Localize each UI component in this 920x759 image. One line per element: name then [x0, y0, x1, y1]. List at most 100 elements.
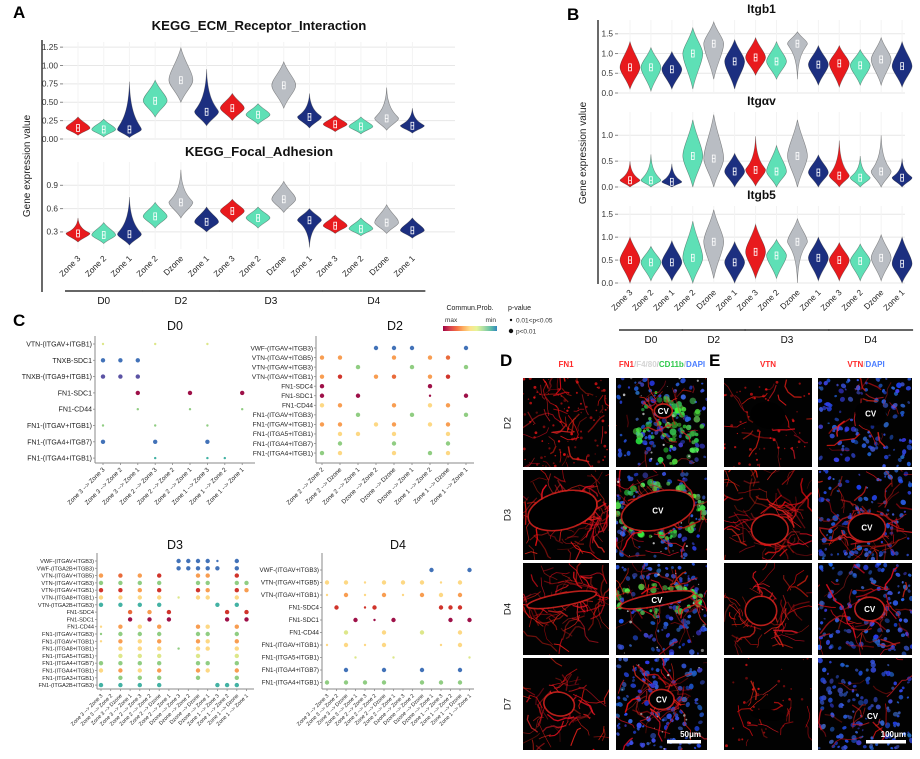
- violin: [640, 245, 662, 282]
- y-tick-label: 0.75: [42, 79, 59, 89]
- y-tick-label: 0.0: [601, 278, 613, 288]
- panel-e-header-1: VTN/DAPI: [847, 360, 884, 369]
- interaction-row-label: VTN-(ITGA2B+ITGB3): [38, 603, 94, 609]
- commun-prob-dot: [373, 374, 379, 379]
- commun-prob-dot: [195, 558, 201, 564]
- commun-prob-dot: [195, 631, 201, 637]
- subplot-title: Itgb5: [747, 188, 776, 202]
- commun-prob-dot: [118, 374, 123, 379]
- commun-prob-gradient-bar: [443, 326, 497, 331]
- panel-e-micrograph: [724, 470, 812, 560]
- commun-prob-dot: [216, 559, 219, 563]
- violin: [91, 222, 117, 244]
- zone-tick-label: Zone 3: [211, 253, 237, 279]
- commun-prob-dot: [135, 358, 140, 363]
- commun-prob-dot: [157, 580, 162, 586]
- commun-prob-dot: [401, 593, 405, 597]
- zone-tick-label: Zone 2: [83, 253, 109, 279]
- interaction-row-label: FN1-(ITGA4+ITGB7): [42, 661, 94, 667]
- commun-prob-dot: [137, 682, 142, 688]
- interaction-row-label: FN1-(ITGA4+ITGB7): [262, 667, 319, 674]
- commun-prob-dot: [137, 573, 142, 578]
- interaction-row-label: FN1-(ITGA3+ITGB1): [42, 676, 94, 682]
- interaction-row-label: FN1-(ITGA5+ITGB1): [42, 654, 94, 660]
- violin: [400, 217, 425, 239]
- panel-d-micrograph: [523, 563, 609, 655]
- violin: [117, 196, 142, 246]
- commun-prob-dot: [98, 661, 104, 666]
- commun-prob-dot: [234, 595, 239, 600]
- violin: [787, 119, 808, 188]
- interaction-row-label: FN1-(ITGA4+ITGB1): [42, 668, 94, 674]
- panel-d-header-1: FN1/F4/80/CD11b/DAPI: [619, 360, 705, 369]
- zone-tick-label: Zone 1: [797, 287, 823, 313]
- violin: [724, 152, 745, 188]
- violin: [745, 36, 766, 77]
- commun-prob-dot: [445, 422, 451, 427]
- commun-prob-dot: [234, 602, 239, 607]
- commun-prob-dot: [234, 653, 239, 659]
- commun-prob-dot: [137, 631, 142, 637]
- commun-prob-dot: [234, 646, 239, 651]
- zone-tick-label: Zone 3: [57, 253, 83, 279]
- commun-prob-dot: [135, 390, 140, 396]
- commun-prob-dot: [195, 639, 201, 644]
- panel-d-micrograph: [616, 470, 707, 560]
- violin: [870, 135, 892, 188]
- interaction-row-label: VTN-(ITGA8+ITGB1): [42, 595, 95, 601]
- commun-prob-dot: [363, 643, 367, 647]
- commun-prob-dot: [337, 374, 343, 379]
- violin: [271, 180, 297, 214]
- y-tick-label: 0.5: [601, 255, 613, 265]
- y-axis-label: Gene expression value: [22, 114, 33, 217]
- commun-prob-dot: [419, 592, 425, 598]
- commun-prob-dot: [355, 412, 361, 418]
- subplot-title: Itgαv: [747, 94, 776, 108]
- commun-prob-dot: [391, 374, 397, 379]
- commun-prob-dot: [147, 609, 152, 615]
- commun-prob-dot: [127, 609, 133, 615]
- subplot-title: Itgb1: [747, 2, 776, 16]
- commun-prob-dot: [362, 680, 368, 685]
- violin: [703, 209, 725, 279]
- commun-prob-dot: [468, 656, 471, 659]
- commun-prob-dot: [244, 588, 249, 593]
- marker-name: FN1: [558, 360, 574, 369]
- y-axis-label: Gene expression value: [578, 101, 589, 204]
- commun-prob-dot: [324, 580, 330, 585]
- commun-prob-dot: [205, 439, 210, 444]
- violin: [400, 108, 425, 134]
- panel-e-micrograph: [818, 658, 912, 750]
- interaction-row-label: FN1-(ITGAV+ITGB1): [262, 642, 319, 649]
- commun-prob-dot: [372, 605, 377, 610]
- violin: [322, 115, 348, 133]
- commun-prob-dot: [419, 630, 425, 635]
- commun-prob-dot: [195, 661, 201, 666]
- zone-tick-label: Zone 3: [609, 287, 635, 313]
- commun-prob-dot: [457, 667, 463, 673]
- panel-e-micrograph: [724, 378, 812, 467]
- commun-prob-dot: [448, 617, 453, 623]
- violin: [194, 206, 219, 233]
- panel-e-header-0: VTN: [760, 360, 776, 369]
- commun-prob-dot: [343, 667, 349, 673]
- commun-prob-dot: [100, 358, 106, 363]
- subplot-title: KEGG_Focal_Adhesion: [185, 144, 333, 159]
- marker-name: VTN: [760, 360, 776, 369]
- zone-tick-label: Zone 2: [340, 253, 366, 279]
- commun-prob-dot: [188, 408, 192, 411]
- commun-prob-dot: [223, 456, 226, 460]
- interaction-row-label: FN1-SDC1: [67, 617, 94, 623]
- zone-tick-label: Dzone: [161, 253, 185, 277]
- commun-prob-dot: [205, 580, 210, 586]
- commun-prob-dot: [100, 439, 106, 444]
- violin: [220, 92, 245, 122]
- commun-prob-dot: [177, 596, 180, 599]
- commun-prob-dot: [137, 653, 142, 659]
- commun-prob-dot: [457, 580, 463, 585]
- commun-prob-dot: [353, 617, 358, 623]
- violin: [808, 44, 829, 87]
- commun-prob-dot: [354, 656, 357, 659]
- commun-prob-dot: [337, 450, 343, 456]
- violin: [661, 163, 683, 188]
